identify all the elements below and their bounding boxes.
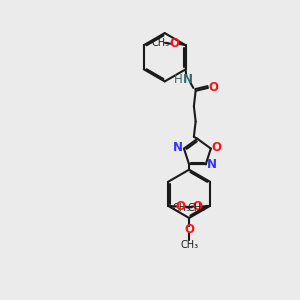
Text: O: O	[184, 223, 194, 236]
Text: N: N	[173, 142, 183, 154]
Text: O: O	[208, 81, 218, 94]
Text: N: N	[183, 73, 193, 86]
Text: H: H	[174, 73, 182, 86]
Text: O: O	[211, 141, 221, 154]
Text: CH₃: CH₃	[188, 203, 206, 213]
Text: CH₃: CH₃	[172, 203, 190, 213]
Text: N: N	[207, 158, 217, 172]
Text: CH₃: CH₃	[152, 38, 170, 48]
Text: CH₃: CH₃	[180, 240, 198, 250]
Text: O: O	[193, 200, 202, 213]
Text: O: O	[169, 37, 179, 50]
Text: O: O	[176, 200, 186, 213]
